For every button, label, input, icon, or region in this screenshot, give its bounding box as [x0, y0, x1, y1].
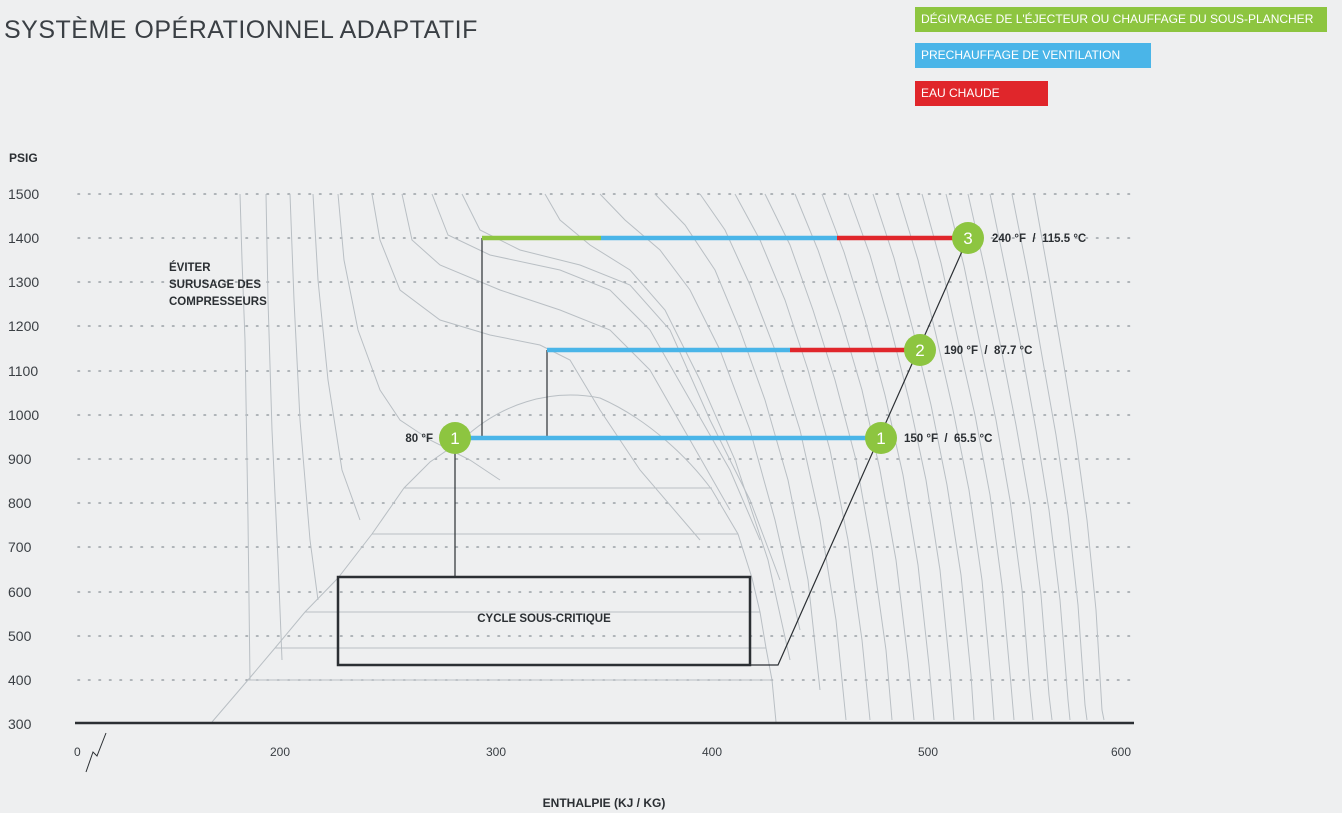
node-circle: [865, 422, 897, 454]
y-tick: 800: [8, 495, 32, 511]
node-number: 1: [876, 429, 885, 448]
heat-lines: [460, 235, 958, 441]
node-3: 3 240 °F / 115.5 °C: [952, 222, 1086, 254]
node-label: 80 °F: [405, 433, 433, 445]
node-number: 2: [915, 341, 924, 360]
avoid-annotation-line1: ÉVITER: [169, 261, 211, 274]
y-axis-label: PSIG: [9, 151, 38, 165]
y-tick: 500: [8, 628, 32, 644]
node-number: 1: [450, 429, 459, 448]
y-tick: 1100: [8, 363, 38, 379]
x-tick: 200: [270, 745, 290, 759]
avoid-annotation-line2: SURUSAGE DES: [169, 279, 261, 291]
node-label: 190 °F / 87.7 °C: [944, 345, 1032, 357]
y-tick: 300: [8, 716, 32, 732]
y-tick: 400: [8, 672, 32, 688]
y-tick: 700: [8, 539, 32, 555]
x-axis-label: ENTHALPIE (KJ / KG): [543, 796, 666, 810]
subcritical-cycle-box: [336, 575, 752, 667]
node-1-left: 1 80 °F: [405, 422, 471, 454]
x-tick: 500: [918, 745, 938, 759]
x-tick: 0: [74, 745, 81, 759]
legend-item-defrost: DÉGIVRAGE DE L'ÉJECTEUR OU CHAUFFAGE DU …: [915, 7, 1327, 32]
y-tick: 600: [8, 584, 32, 600]
node-label: 150 °F / 65.5 °C: [904, 433, 992, 445]
node-label: 240 °F / 115.5 °C: [992, 233, 1086, 245]
x-tick: 400: [702, 745, 722, 759]
cycle-lines: [454, 237, 969, 666]
x-tick-labels: 0 200 300 400 500 600: [74, 745, 1131, 759]
y-tick: 1300: [8, 274, 39, 290]
y-tick-labels: 1500 1400 1300 1200 1100 1000 900 800 70…: [8, 186, 39, 732]
node-number: 3: [963, 229, 972, 248]
avoid-annotation-line3: COMPRESSEURS: [169, 296, 267, 308]
node-circle: [904, 334, 936, 366]
y-tick: 1500: [8, 186, 39, 202]
node-circle: [439, 422, 471, 454]
page-title: SYSTÈME OPÉRATIONNEL ADAPTATIF: [4, 16, 478, 44]
legend-item-ventilation: PRECHAUFFAGE DE VENTILATION: [915, 43, 1151, 68]
axis-break-icon: [85, 732, 107, 773]
node-1-right: 1 150 °F / 65.5 °C: [865, 422, 992, 454]
y-tick: 900: [8, 451, 32, 467]
node-circle: [952, 222, 984, 254]
saturation-dome: [211, 394, 777, 723]
y-tick: 1400: [8, 230, 39, 246]
legend-item-hot-water: EAU CHAUDE: [915, 81, 1048, 106]
isotherm-curves: [239, 193, 1105, 721]
x-tick: 300: [486, 745, 506, 759]
subcritical-cycle-label: CYCLE SOUS-CRITIQUE: [477, 613, 611, 625]
y-tick: 1000: [8, 407, 39, 423]
x-tick: 600: [1111, 745, 1131, 759]
y-tick: 1200: [8, 318, 39, 334]
node-2: 2 190 °F / 87.7 °C: [904, 334, 1032, 366]
